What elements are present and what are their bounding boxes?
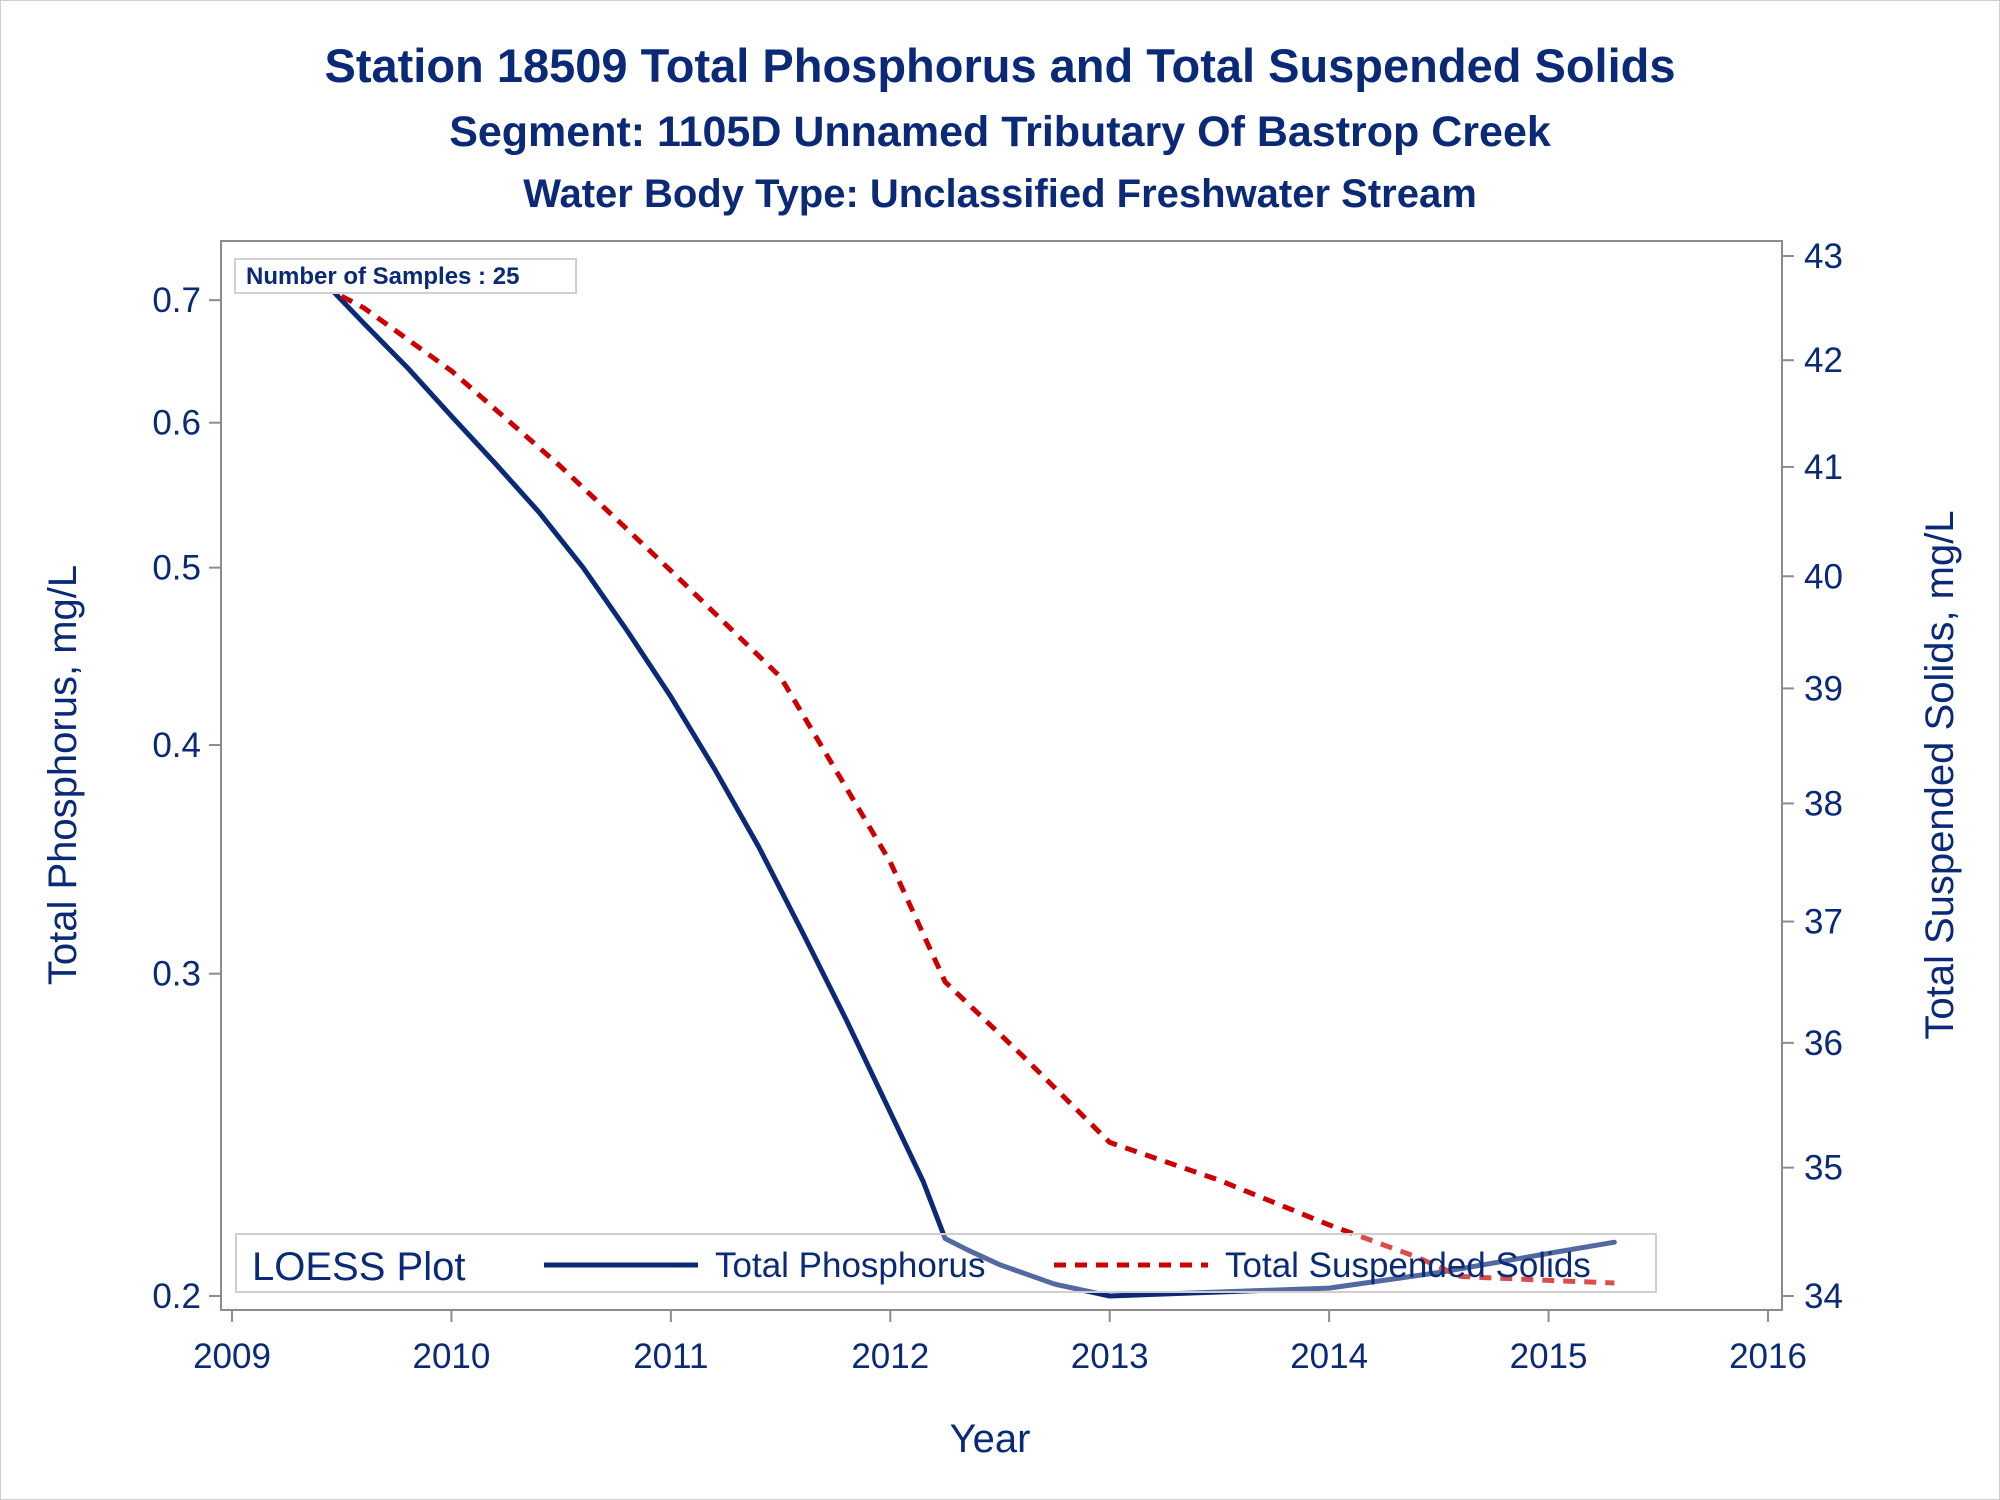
y-right-tick-label: 35 bbox=[1804, 1149, 1843, 1188]
y-left-tick-label: 0.3 bbox=[152, 955, 201, 994]
y-left-tick-label: 0.7 bbox=[152, 281, 201, 320]
legend: LOESS Plot Total Phosphorus Total Suspen… bbox=[235, 1233, 1657, 1293]
y-right-tick-label: 38 bbox=[1804, 784, 1843, 823]
y-axis-left: 0.2 0.3 0.4 0.5 0.6 0.7 bbox=[152, 281, 221, 1316]
chart-title: Station 18509 Total Phosphorus and Total… bbox=[325, 39, 1676, 92]
chart-subtitle-2: Water Body Type: Unclassified Freshwater… bbox=[523, 172, 1477, 216]
x-tick-label: 2009 bbox=[193, 1337, 271, 1376]
y-left-tick-label: 0.4 bbox=[152, 726, 201, 765]
y-right-tick-label: 37 bbox=[1804, 903, 1843, 942]
y-right-tick-label: 34 bbox=[1804, 1277, 1843, 1316]
y-right-tick-label: 43 bbox=[1804, 237, 1843, 276]
y-axis-right-label: Total Suspended Solids, mg/L bbox=[1918, 510, 1962, 1039]
y-left-tick-label: 0.5 bbox=[152, 549, 201, 588]
x-tick-label: 2016 bbox=[1729, 1337, 1807, 1376]
sample-count-box bbox=[234, 258, 577, 294]
y-right-tick-label: 36 bbox=[1804, 1024, 1843, 1063]
y-right-tick-label: 39 bbox=[1804, 669, 1843, 708]
legend-label-total-suspended-solids: Total Suspended Solids bbox=[1225, 1246, 1591, 1285]
x-axis-label: Year bbox=[950, 1417, 1031, 1461]
sample-count-annotation: Number of Samples : 25 bbox=[234, 258, 577, 294]
x-axis: 2009 2010 2011 2012 2013 2014 2015 2016 bbox=[193, 1310, 1807, 1376]
x-tick-label: 2013 bbox=[1071, 1337, 1149, 1376]
y-axis-right: 34 35 36 37 38 39 40 41 42 43 bbox=[1782, 237, 1843, 1316]
y-right-tick-label: 42 bbox=[1804, 341, 1843, 380]
x-tick-label: 2015 bbox=[1510, 1337, 1588, 1376]
series-layer bbox=[301, 258, 1617, 1299]
chart-subtitle: Segment: 1105D Unnamed Tributary Of Bast… bbox=[449, 108, 1551, 156]
y-left-tick-label: 0.2 bbox=[152, 1277, 201, 1316]
x-tick-label: 2012 bbox=[851, 1337, 929, 1376]
x-tick-label: 2010 bbox=[412, 1337, 490, 1376]
legend-title: LOESS Plot bbox=[252, 1245, 465, 1289]
plot-area bbox=[220, 240, 1783, 1311]
y-axis-left-label: Total Phosphorus, mg/L bbox=[41, 565, 85, 985]
x-tick-label: 2011 bbox=[633, 1337, 708, 1376]
sample-count-text: Number of Samples : 25 bbox=[246, 263, 519, 290]
y-right-tick-label: 40 bbox=[1804, 557, 1843, 596]
y-right-tick-label: 41 bbox=[1804, 448, 1843, 487]
x-tick-label: 2014 bbox=[1290, 1337, 1368, 1376]
legend-label-total-phosphorus: Total Phosphorus bbox=[715, 1246, 985, 1285]
y-left-tick-label: 0.6 bbox=[152, 404, 201, 443]
legend-box bbox=[235, 1233, 1657, 1293]
series-line-total-suspended-solids bbox=[303, 274, 1615, 1286]
